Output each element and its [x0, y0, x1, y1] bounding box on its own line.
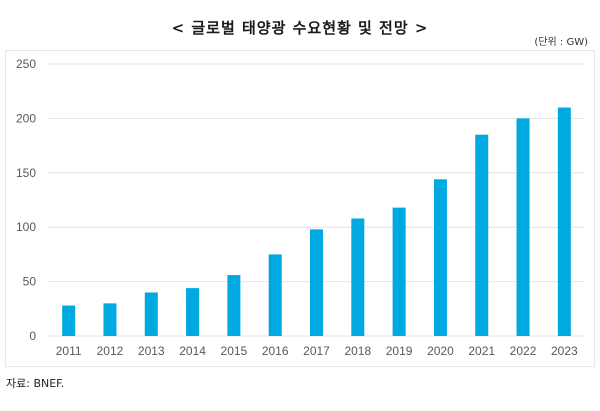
y-tick-label: 0	[29, 329, 36, 343]
bar-2018	[351, 218, 365, 336]
bar-2013	[144, 292, 158, 336]
chart-title: < 글로벌 태양광 수요현황 및 전망 >	[171, 19, 429, 37]
x-tick-label: 2021	[468, 344, 495, 358]
y-axis-ticks: 0 50 100 150 200 250	[16, 57, 36, 343]
y-tick-label: 50	[23, 275, 37, 289]
y-tick-label: 200	[16, 111, 36, 125]
x-tick-label: 2012	[97, 344, 124, 358]
bar-2022	[516, 118, 530, 337]
x-tick-label: 2016	[262, 344, 289, 358]
x-tick-label: 2023	[551, 344, 578, 358]
x-tick-label: 2017	[303, 344, 330, 358]
bar-2017	[310, 229, 323, 336]
x-tick-label: 2019	[386, 344, 413, 358]
unit-label: (단위 : GW)	[534, 37, 588, 48]
bar-2014	[186, 288, 200, 336]
x-tick-label: 2013	[138, 344, 165, 358]
bar-2011	[62, 305, 76, 336]
x-tick-label: 2020	[427, 344, 454, 358]
x-tick-label: 2011	[56, 344, 82, 358]
bar-2019	[392, 207, 406, 336]
x-tick-label: 2015	[221, 344, 248, 358]
bar-2020	[433, 179, 447, 336]
bar-2015	[227, 275, 241, 336]
y-tick-label: 150	[16, 166, 36, 180]
bar-2016	[268, 254, 282, 336]
x-tick-label: 2022	[510, 344, 537, 358]
x-tick-label: 2014	[179, 344, 206, 358]
x-tick-label: 2018	[344, 344, 371, 358]
bar-2012	[103, 303, 117, 336]
chart-frame	[5, 50, 595, 367]
y-tick-label: 100	[16, 220, 36, 234]
y-tick-label: 250	[16, 57, 36, 71]
source-note: 자료: BNEF.	[6, 377, 65, 390]
bar-2021	[475, 134, 489, 336]
x-axis-ticks: 2011 2012 2013 2014 2015 2016 2017 2018 2019 2020…	[56, 344, 578, 358]
bar-2023	[557, 107, 571, 337]
bars	[62, 107, 571, 337]
